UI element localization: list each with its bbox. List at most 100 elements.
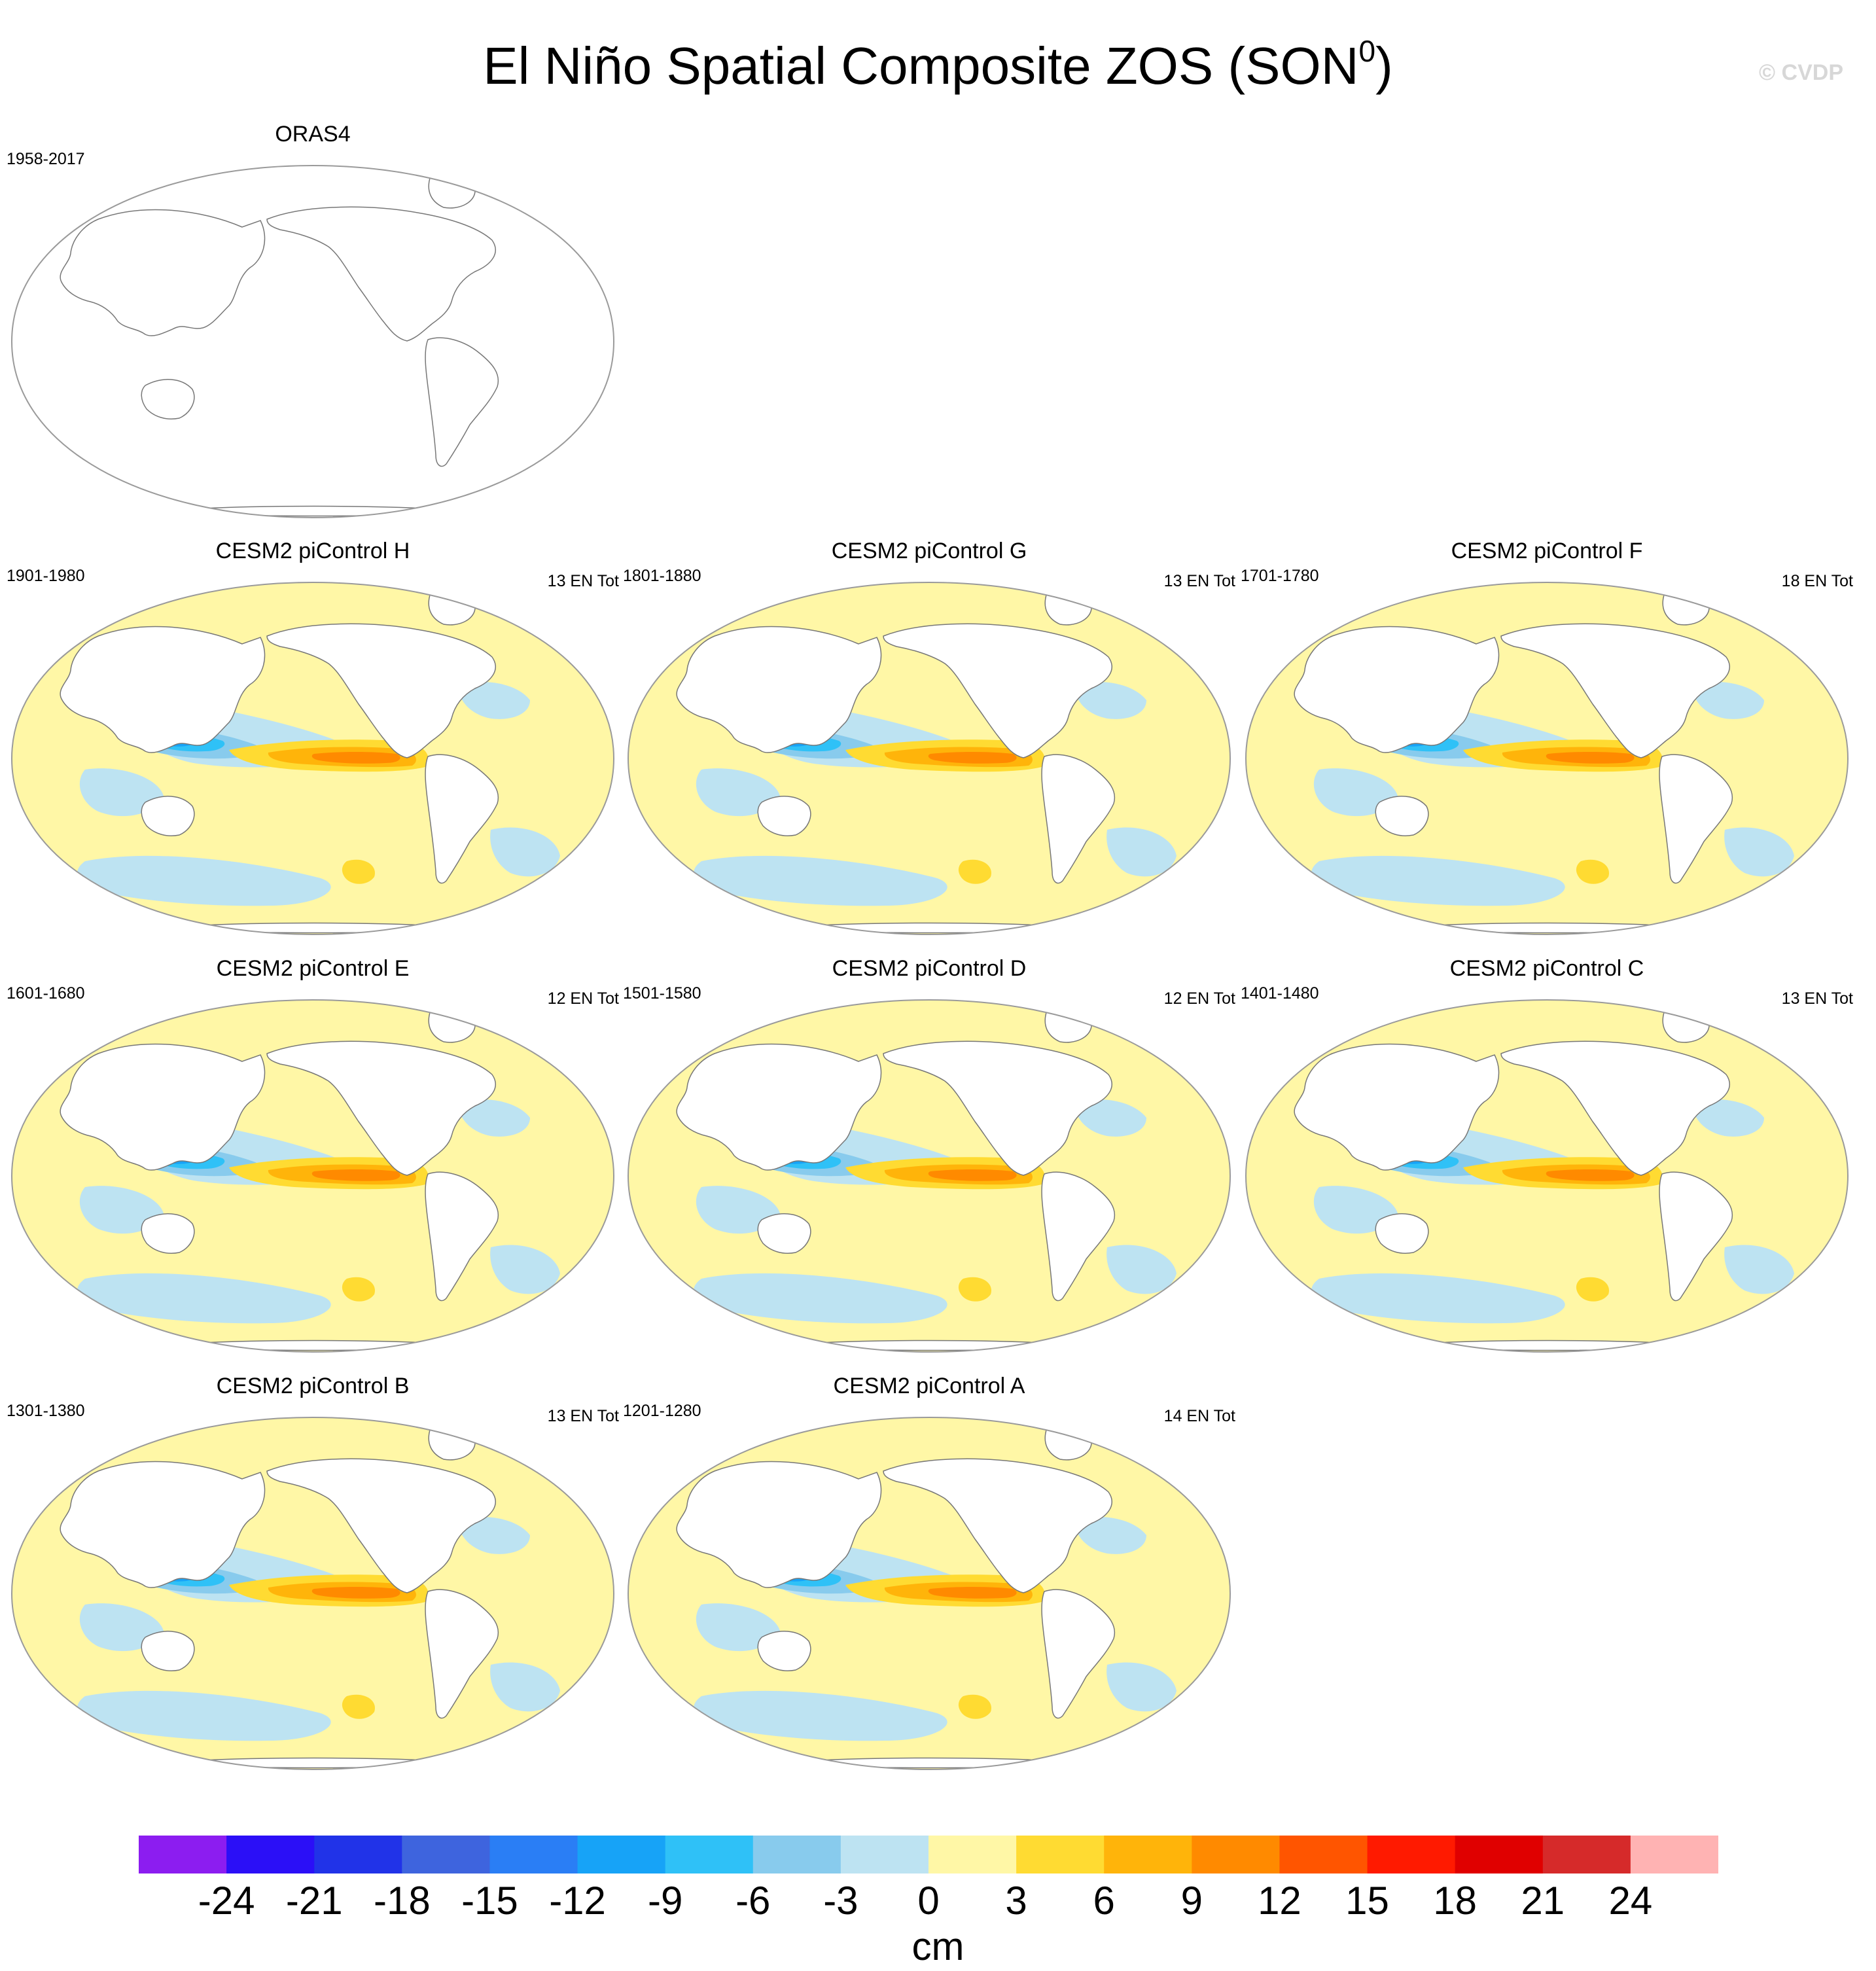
colorbar-tick-label: 15 <box>1345 1879 1389 1923</box>
south-atlantic-negative <box>1106 1245 1177 1294</box>
south-america-land <box>425 337 499 467</box>
south-pacific-positive <box>958 859 991 884</box>
colorbar-swatch <box>840 1836 929 1873</box>
panel-title: CESM2 piControl G <box>831 539 1027 563</box>
map-panel-cesm2-e: CESM2 piControl E 1601-1680 12 EN Tot <box>7 955 619 1361</box>
copyright-watermark: © CVDP <box>1759 60 1843 85</box>
south-america-land <box>1041 754 1116 884</box>
indian-ocean-negative <box>79 1603 164 1652</box>
colorbar-swatch <box>489 1836 578 1873</box>
map-border <box>10 999 615 1353</box>
australia-land <box>141 1631 195 1671</box>
colorbar-tick-label: 18 <box>1433 1879 1478 1923</box>
north-atlantic-negative <box>458 681 530 719</box>
australia-land <box>757 796 811 836</box>
eurasia-land <box>60 1043 266 1171</box>
australia-land <box>757 1213 811 1254</box>
colorbar-swatch <box>577 1836 666 1873</box>
world-map <box>1245 999 1849 1353</box>
panel-title: CESM2 piControl C <box>1449 956 1644 981</box>
world-map <box>1245 581 1849 936</box>
south-america-land <box>1041 1589 1116 1719</box>
colorbar-swatch <box>1016 1836 1105 1873</box>
indian-ocean-negative <box>696 1186 780 1234</box>
southern-ocean-negative <box>694 855 947 906</box>
colorbar-tick-label: 21 <box>1521 1879 1565 1923</box>
world-map <box>10 581 615 936</box>
colorbar-swatch <box>1455 1836 1544 1873</box>
colorbar-swatch <box>1367 1836 1456 1873</box>
north-atlantic-negative <box>1692 681 1764 719</box>
colorbar-tick-label: -24 <box>198 1879 255 1923</box>
panel-years: 1901-1980 <box>7 567 85 585</box>
panel-event-count: 13 EN Tot <box>547 572 619 590</box>
south-atlantic-negative <box>490 1662 560 1712</box>
colorbar-swatch <box>226 1836 315 1873</box>
colorbar-swatch <box>1542 1836 1631 1873</box>
north-america-land <box>883 623 1112 758</box>
eurasia-land <box>1294 626 1500 753</box>
map-border <box>10 164 615 519</box>
colorbar-swatch <box>665 1836 754 1873</box>
equatorial-pacific-positive-peak <box>928 752 1017 764</box>
equatorial-pacific-positive-peak <box>311 1169 400 1181</box>
map-panel-cesm2-h: CESM2 piControl H 1901-1980 13 EN Tot <box>7 538 619 944</box>
north-atlantic-negative <box>1074 1516 1146 1554</box>
south-atlantic-negative <box>1106 1662 1177 1712</box>
panel-event-count: 12 EN Tot <box>1163 989 1235 1008</box>
equatorial-pacific-positive-peak <box>311 752 400 764</box>
south-pacific-positive <box>958 1694 991 1719</box>
title-close: ) <box>1375 37 1393 95</box>
indian-ocean-negative <box>1313 768 1398 817</box>
south-america-land <box>425 1589 499 1719</box>
eurasia-land <box>1294 1043 1500 1171</box>
map-panel-cesm2-b: CESM2 piControl B 1301-1380 13 EN Tot <box>7 1373 619 1779</box>
world-map <box>627 1416 1231 1771</box>
map-border <box>627 999 1231 1353</box>
colorbar-swatch <box>929 1836 1017 1873</box>
australia-land <box>757 1631 811 1671</box>
south-atlantic-negative <box>490 827 560 877</box>
south-america-land <box>1041 1171 1116 1302</box>
south-atlantic-negative <box>490 1245 560 1294</box>
colorbar-tick-label: -3 <box>823 1879 858 1923</box>
map-border <box>10 1416 615 1771</box>
colorbar-swatch <box>1630 1836 1718 1873</box>
colorbar <box>139 1836 1718 1873</box>
map-border <box>1245 581 1849 936</box>
map-panel-oras4: ORAS4 1958-2017 <box>7 121 619 527</box>
colorbar-swatch <box>1192 1836 1280 1873</box>
north-america-land <box>266 1458 496 1593</box>
south-pacific-positive <box>1576 859 1609 884</box>
world-map <box>627 999 1231 1353</box>
equatorial-pacific-positive-peak <box>928 1169 1017 1181</box>
colorbar-tick-label: -12 <box>549 1879 606 1923</box>
panel-years: 1801-1880 <box>623 567 701 585</box>
panel-years: 1701-1780 <box>1241 567 1319 585</box>
north-atlantic-negative <box>1074 1099 1146 1137</box>
south-pacific-positive <box>958 1277 991 1302</box>
colorbar-tick-label: 3 <box>1005 1879 1027 1923</box>
colorbar-tick-label: 24 <box>1608 1879 1653 1923</box>
panel-event-count: 13 EN Tot <box>547 1407 619 1425</box>
equatorial-pacific-positive-peak <box>311 1587 400 1599</box>
colorbar-swatch <box>1104 1836 1192 1873</box>
south-america-land <box>1659 1171 1733 1302</box>
southern-ocean-negative <box>77 1690 331 1741</box>
australia-land <box>1375 1213 1429 1254</box>
north-atlantic-negative <box>1074 681 1146 719</box>
south-pacific-positive <box>342 1277 375 1302</box>
colorbar-tick-label: 9 <box>1180 1879 1203 1923</box>
south-pacific-positive <box>342 859 375 884</box>
equatorial-pacific-positive-peak <box>1546 1169 1635 1181</box>
figure-title: El Niño Spatial Composite ZOS (SON0) <box>0 18 1876 99</box>
north-atlantic-negative <box>1692 1099 1764 1137</box>
colorbar-tick-label: -21 <box>285 1879 343 1923</box>
map-border <box>1245 999 1849 1353</box>
north-america-land <box>1500 623 1730 758</box>
eurasia-land <box>676 1461 882 1588</box>
world-map <box>627 581 1231 936</box>
south-pacific-positive <box>1576 1277 1609 1302</box>
colorbar-swatch <box>1279 1836 1368 1873</box>
eurasia-land <box>60 626 266 753</box>
